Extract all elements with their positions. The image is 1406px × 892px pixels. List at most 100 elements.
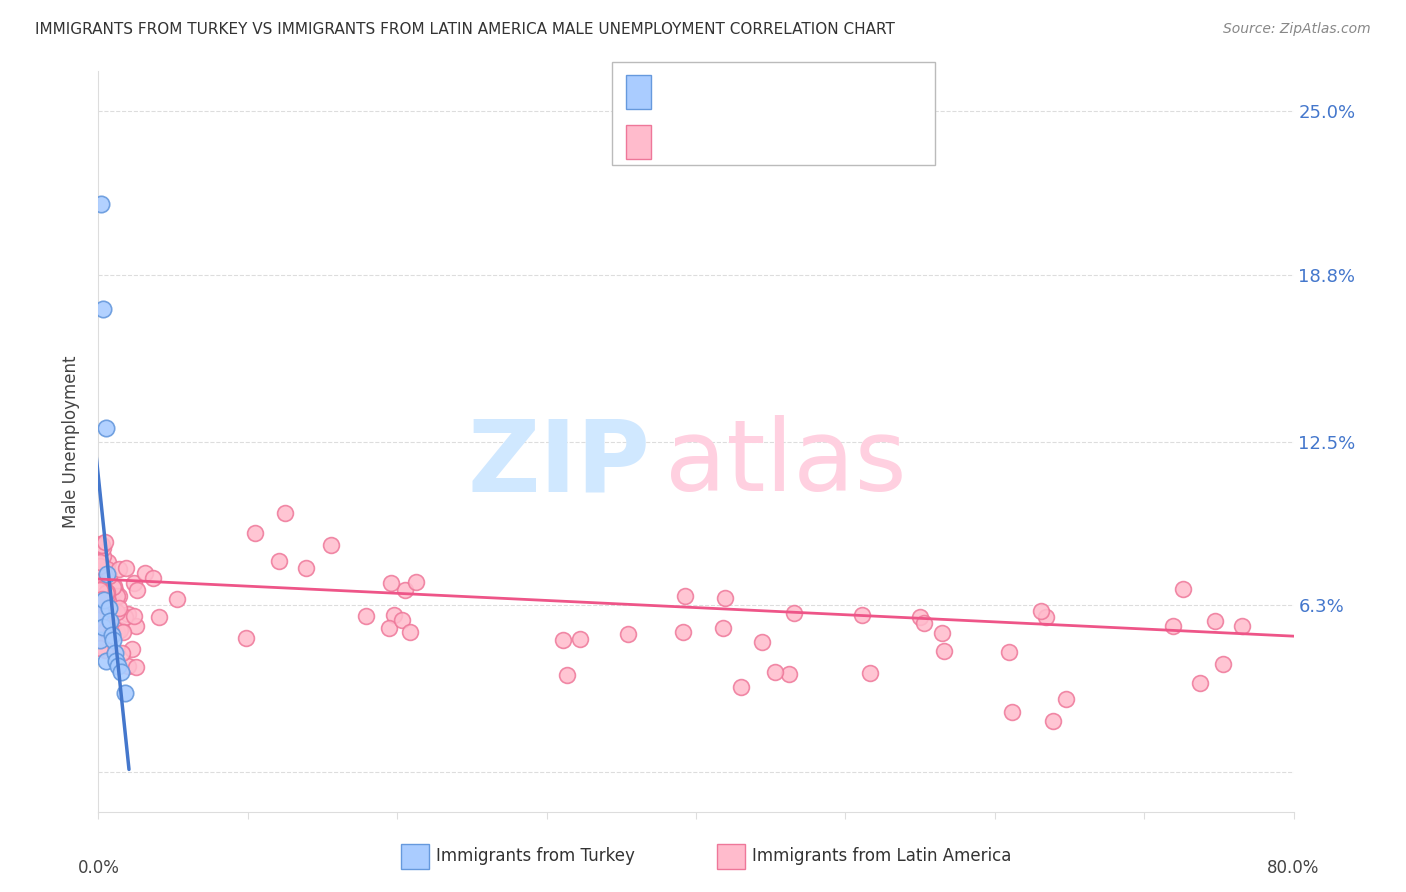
- Point: [91, 541, 114, 556]
- Point: [115, 561, 138, 575]
- Text: R =: R =: [662, 134, 702, 152]
- Point: [89, 559, 111, 574]
- Point: [93, 612, 115, 626]
- Point: [90, 582, 112, 596]
- Point: [89, 555, 111, 569]
- Point: [235, 632, 257, 646]
- Point: [89, 598, 111, 612]
- Point: [101, 627, 124, 641]
- Point: [394, 582, 416, 597]
- Point: [243, 525, 266, 540]
- Point: [134, 566, 156, 580]
- Point: [1230, 619, 1253, 633]
- Text: IMMIGRANTS FROM TURKEY VS IMMIGRANTS FROM LATIN AMERICA MALE UNEMPLOYMENT CORREL: IMMIGRANTS FROM TURKEY VS IMMIGRANTS FRO…: [35, 22, 896, 37]
- Point: [93, 535, 115, 549]
- Point: [94, 421, 117, 435]
- Point: [405, 574, 427, 589]
- Point: [93, 632, 115, 647]
- Point: [778, 666, 800, 681]
- Point: [91, 620, 114, 634]
- Point: [1173, 582, 1195, 596]
- Point: [269, 554, 291, 568]
- Point: [91, 602, 114, 616]
- Point: [1212, 657, 1234, 671]
- Point: [117, 607, 139, 621]
- Point: [1161, 619, 1184, 633]
- Point: [91, 549, 114, 564]
- Point: [94, 584, 117, 599]
- Point: [97, 590, 120, 604]
- Point: [90, 607, 112, 621]
- Point: [114, 610, 136, 624]
- Point: [555, 668, 578, 682]
- Point: [96, 566, 118, 581]
- Point: [859, 665, 882, 680]
- Point: [111, 624, 134, 639]
- Point: [910, 610, 932, 624]
- Point: [98, 569, 121, 583]
- Point: [398, 625, 420, 640]
- Point: [851, 608, 873, 623]
- Point: [125, 618, 148, 632]
- Point: [90, 196, 112, 211]
- Point: [89, 620, 111, 634]
- Point: [127, 583, 149, 598]
- Point: [104, 606, 127, 620]
- Point: [89, 579, 111, 593]
- Point: [104, 583, 127, 598]
- Point: [97, 601, 120, 615]
- Point: [1035, 610, 1057, 624]
- Text: -0.445: -0.445: [718, 133, 789, 152]
- Point: [108, 600, 131, 615]
- Point: [103, 632, 125, 647]
- Point: [93, 563, 115, 577]
- Point: [89, 583, 111, 598]
- Point: [783, 606, 806, 620]
- Point: [89, 579, 111, 593]
- Point: [94, 596, 117, 610]
- Text: R =: R =: [662, 84, 702, 103]
- Point: [97, 555, 120, 569]
- Text: 80.0%: 80.0%: [1267, 859, 1320, 878]
- Point: [97, 594, 120, 608]
- Point: [90, 580, 112, 594]
- Point: [89, 568, 111, 582]
- Point: [319, 537, 342, 551]
- Point: [125, 659, 148, 673]
- Point: [382, 608, 405, 623]
- Point: [94, 594, 117, 608]
- Point: [103, 580, 125, 594]
- Point: [101, 598, 124, 612]
- Text: Source: ZipAtlas.com: Source: ZipAtlas.com: [1223, 22, 1371, 37]
- Point: [1054, 692, 1077, 706]
- Point: [89, 544, 111, 558]
- Point: [89, 589, 111, 603]
- Text: Immigrants from Turkey: Immigrants from Turkey: [436, 847, 634, 865]
- Point: [90, 563, 112, 577]
- Point: [96, 562, 118, 576]
- Point: [295, 561, 318, 575]
- Text: ZIP: ZIP: [467, 416, 650, 512]
- Point: [94, 654, 117, 668]
- Point: [98, 615, 122, 629]
- Point: [711, 620, 734, 634]
- Point: [101, 604, 124, 618]
- Point: [377, 622, 399, 636]
- Point: [91, 611, 114, 625]
- Point: [569, 632, 592, 647]
- Point: [1204, 614, 1226, 628]
- Point: [110, 665, 132, 679]
- Point: [672, 624, 695, 639]
- Point: [730, 680, 752, 694]
- Point: [91, 598, 114, 612]
- Text: Immigrants from Latin America: Immigrants from Latin America: [752, 847, 1011, 865]
- Point: [91, 571, 114, 585]
- Text: 0.486: 0.486: [718, 84, 780, 103]
- Point: [98, 619, 121, 633]
- Point: [100, 625, 122, 640]
- Point: [763, 665, 786, 679]
- Point: [142, 571, 165, 585]
- Point: [122, 576, 145, 591]
- Point: [94, 570, 117, 584]
- Point: [117, 659, 139, 673]
